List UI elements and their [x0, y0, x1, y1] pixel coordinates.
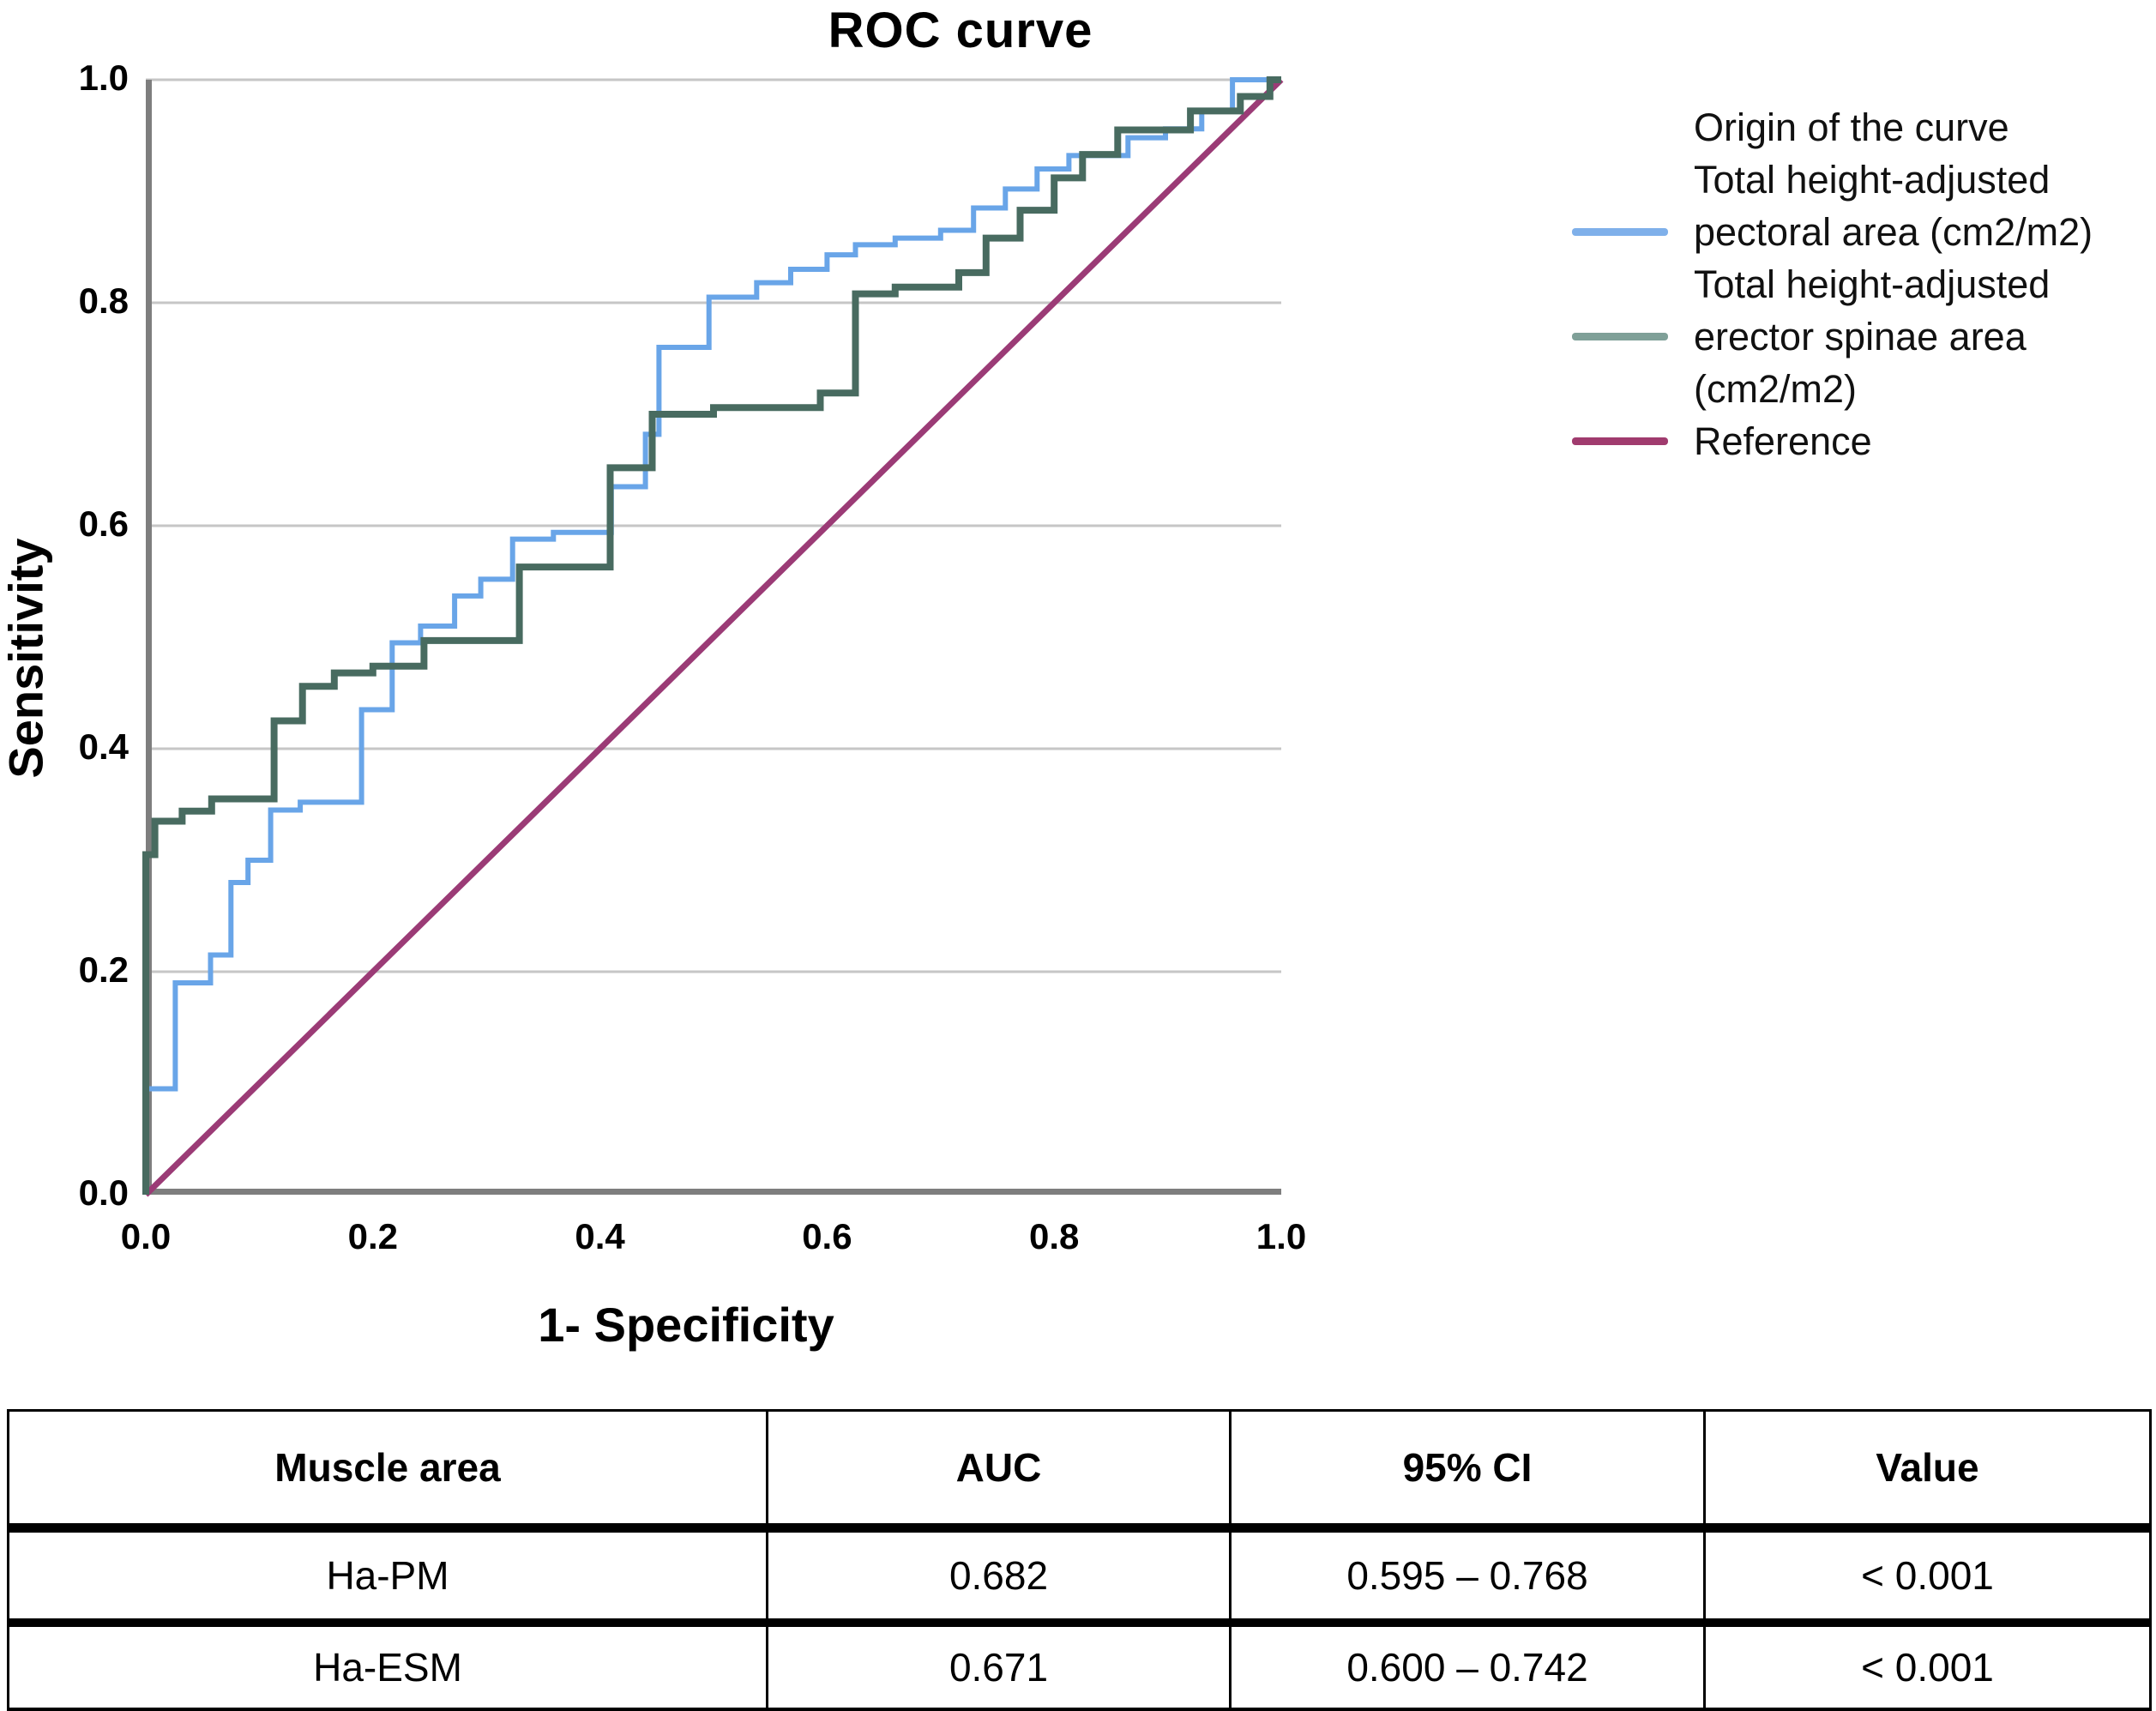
legend-entry: Reference	[1572, 415, 2147, 467]
legend-entry: Total height-adjusted pectoral area (cm2…	[1572, 154, 2147, 258]
table-header-cell: Value	[1703, 1409, 2152, 1533]
table-cell: 0.671	[766, 1621, 1232, 1711]
legend-line-swatch	[1572, 333, 1668, 340]
chart-title: ROC curve	[828, 3, 1093, 58]
table-header-cell: AUC	[766, 1409, 1232, 1533]
x-axis-label: 1- Specificity	[538, 1298, 834, 1352]
auc-table-header: Muscle area AUC 95% CI Value	[7, 1409, 2152, 1533]
y-tick-label: 0.6	[78, 503, 129, 544]
table-cell: < 0.001	[1703, 1527, 2152, 1627]
table-cell: Ha-PM	[7, 1527, 768, 1627]
y-axis-label: Sensitivity	[0, 538, 53, 779]
auc-table: Muscle area AUC 95% CI Value Ha-PM 0.682 0.59…	[7, 1409, 2152, 1711]
legend-entry-label: Total height-adjusted pectoral area (cm2…	[1694, 158, 2093, 254]
table-row: Ha-ESM 0.671 0.600 – 0.742 < 0.001	[7, 1621, 2152, 1711]
pectoral-curve	[142, 76, 1281, 1195]
x-tick-label: 0.8	[1028, 1216, 1080, 1256]
table-cell: 0.682	[766, 1527, 1232, 1627]
table-header-cell: Muscle area	[7, 1409, 768, 1533]
legend-line-swatch	[1572, 437, 1668, 445]
table-cell: Ha-ESM	[7, 1621, 768, 1711]
legend-entry-label: Reference	[1694, 419, 1872, 463]
erector-spinae-curve	[143, 77, 1284, 1197]
table-cell: 0.600 – 0.742	[1229, 1621, 1706, 1711]
y-tick-label: 0.4	[78, 726, 129, 767]
legend-line-swatch	[1572, 228, 1668, 236]
table-row: Ha-PM 0.682 0.595 – 0.768 < 0.001	[7, 1527, 2152, 1627]
x-tick-label: 0.6	[802, 1216, 852, 1256]
roc-plot	[142, 76, 1284, 1197]
legend-entry-label: Total height-adjusted erector spinae are…	[1694, 262, 2051, 411]
table-header-cell: 95% CI	[1229, 1409, 1706, 1533]
table-cell: 0.595 – 0.768	[1229, 1527, 1706, 1627]
reference-line	[143, 77, 1281, 1195]
y-tick-label: 0.2	[78, 949, 129, 990]
legend-entry: Total height-adjusted erector spinae are…	[1572, 258, 2147, 415]
legend: Origin of the curve Total height-adjuste…	[1572, 101, 2147, 467]
y-tick-label: 0.8	[78, 280, 129, 321]
table-cell: < 0.001	[1703, 1621, 2152, 1711]
x-tick-label: 0.0	[120, 1216, 172, 1256]
x-tick-label: 0.2	[347, 1216, 398, 1256]
y-tick-label: 1.0	[78, 57, 129, 98]
x-tick-label: 0.4	[575, 1216, 625, 1256]
legend-title: Origin of the curve	[1694, 105, 2009, 149]
y-tick-label: 0.0	[78, 1172, 129, 1213]
x-tick-label: 1.0	[1256, 1216, 1307, 1256]
